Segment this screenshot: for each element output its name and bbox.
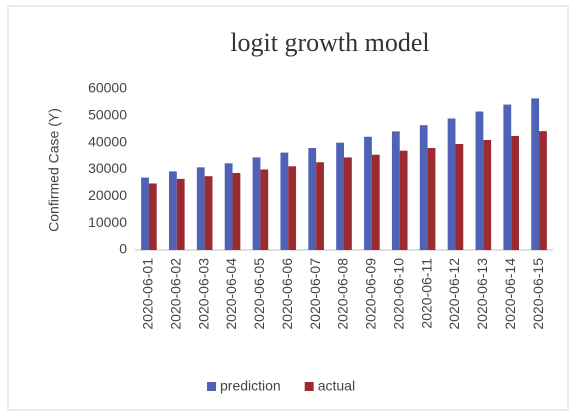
bar: [511, 135, 520, 250]
bar: [371, 154, 380, 250]
bar: [531, 98, 540, 251]
bar: [344, 157, 352, 250]
x-tick-label: 2020-06-08: [335, 258, 351, 330]
bar: [336, 142, 344, 250]
bar: [148, 183, 157, 250]
legend-label: actual: [318, 378, 355, 394]
chart-title: logit growth model: [230, 28, 429, 57]
bar: [399, 150, 408, 250]
legend-swatch: [304, 382, 314, 391]
bar: [447, 118, 456, 251]
x-tick-label: 2020-06-14: [502, 258, 518, 330]
bar: [280, 152, 289, 250]
bar: [316, 162, 324, 250]
y-tick-label: 50000: [88, 107, 127, 123]
x-tick-label: 2020-06-07: [307, 258, 323, 330]
x-tick-label: 2020-06-01: [140, 258, 156, 330]
y-tick-label: 60000: [88, 80, 127, 96]
x-tick-label: 2020-06-10: [390, 258, 406, 330]
bar: [539, 131, 547, 250]
bar: [483, 139, 492, 250]
x-tick-label: 2020-06-02: [168, 258, 184, 330]
x-tick-label: 2020-06-05: [251, 258, 267, 330]
bar: [391, 131, 400, 250]
x-tick-label: 2020-06-13: [474, 258, 490, 330]
y-tick-label: 30000: [88, 160, 127, 176]
bar: [308, 148, 317, 250]
x-tick-label: 2020-06-06: [279, 258, 295, 330]
bar: [204, 176, 213, 250]
bar: [503, 104, 512, 251]
legend-swatch: [207, 382, 216, 391]
bar: [232, 172, 241, 250]
bar: [224, 163, 233, 250]
bar: [364, 136, 372, 250]
y-tick-label: 0: [119, 241, 127, 257]
bar: [427, 148, 436, 250]
bar: [141, 177, 149, 250]
x-tick-label: 2020-06-09: [363, 258, 379, 330]
bar: [475, 111, 484, 250]
bar: [260, 169, 269, 250]
bar: [176, 178, 185, 250]
x-tick-label: 2020-06-11: [418, 258, 434, 329]
bar: [252, 157, 261, 250]
y-tick-label: 20000: [88, 187, 127, 203]
y-tick-label: 40000: [88, 133, 127, 149]
y-tick-label: 10000: [88, 214, 127, 230]
x-tick-label: 2020-06-04: [223, 258, 239, 330]
bar: [168, 171, 177, 250]
y-axis-label: Confirmed Case (Y): [46, 108, 62, 232]
bar: [455, 144, 464, 250]
bar: [196, 167, 205, 250]
legend-label: prediction: [220, 378, 281, 394]
x-tick-label: 2020-06-15: [530, 258, 546, 330]
bar: [288, 166, 297, 250]
bar: [419, 125, 428, 250]
x-tick-label: 2020-06-03: [195, 258, 211, 330]
x-tick-label: 2020-06-12: [446, 258, 462, 330]
